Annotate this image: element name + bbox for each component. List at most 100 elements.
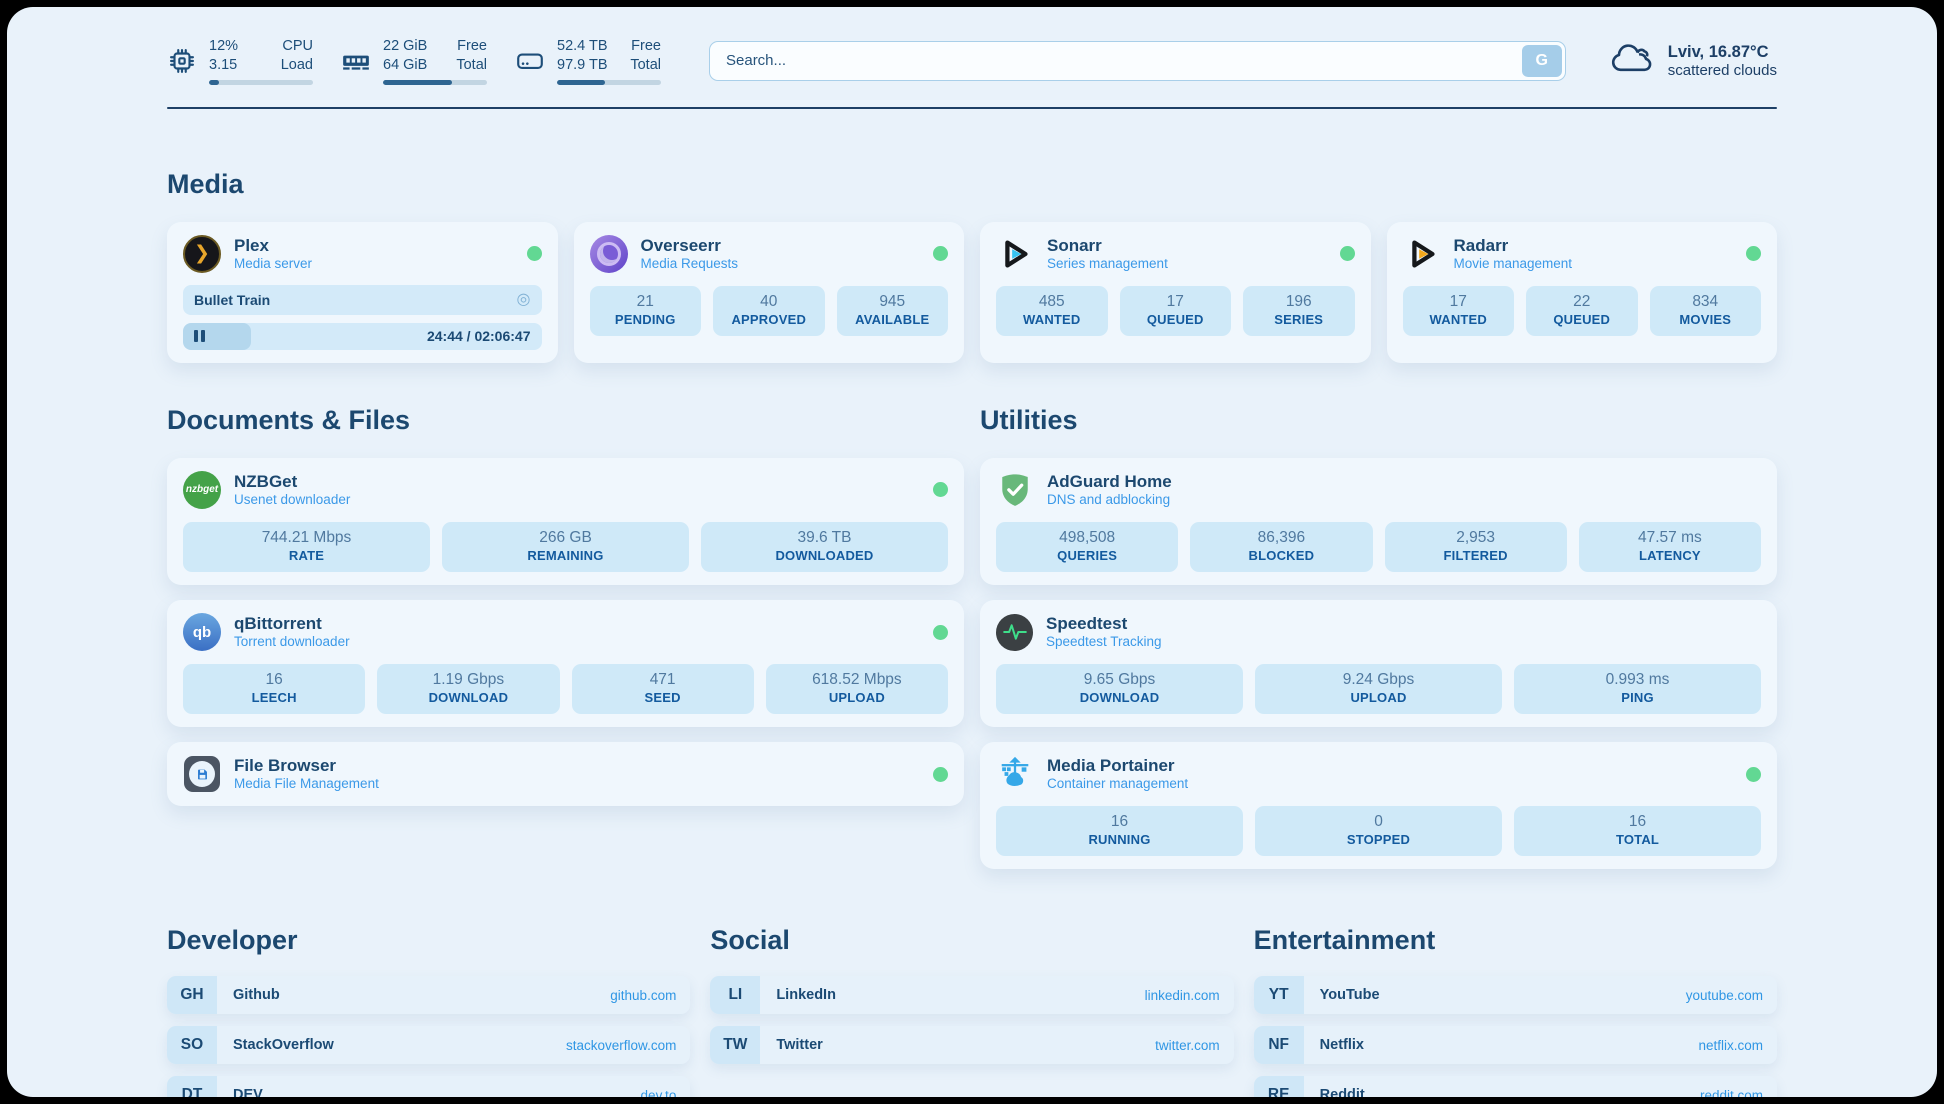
- load-label: Load: [280, 56, 313, 73]
- weather-widget[interactable]: Lviv, 16.87°C scattered clouds: [1608, 43, 1777, 79]
- memory-total-label: Total: [456, 56, 487, 73]
- nzbget-icon: nzbget: [183, 470, 221, 509]
- link-name: Twitter: [776, 1037, 823, 1054]
- app-subtitle: Media Requests: [640, 255, 739, 271]
- file-browser-icon: [183, 755, 221, 793]
- app-card-portainer[interactable]: Media Portainer Container management 16 R…: [980, 742, 1777, 870]
- app-card-qbittorrent[interactable]: qb qBittorrent Torrent downloader 16 LEEC…: [167, 599, 964, 728]
- app-title: Plex: [234, 235, 269, 255]
- qbittorrent-icon: qb: [183, 613, 221, 652]
- link-netflix[interactable]: NF Netflix netflix.com: [1253, 1026, 1777, 1065]
- link-name: YouTube: [1319, 987, 1380, 1004]
- stat-downloaded: 39.6 TB DOWNLOADED: [701, 521, 948, 572]
- app-title: Radarr: [1453, 235, 1509, 255]
- playback-progress-bar[interactable]: 24:44 / 02:06:47: [183, 322, 542, 350]
- section-entertainment: Entertainment YT YouTube youtube.com NF …: [1253, 925, 1777, 1097]
- social-section-title: Social: [710, 925, 790, 956]
- link-url: twitter.com: [1155, 1037, 1220, 1053]
- stat-download: 1.19 Gbps DOWNLOAD: [377, 664, 560, 715]
- pause-icon[interactable]: [194, 330, 205, 343]
- stat-queries: 498,508 QUERIES: [996, 521, 1179, 572]
- link-name: DEV: [233, 1087, 263, 1097]
- app-card-nzbget[interactable]: nzbget NZBGet Usenet downloader 744.21 M…: [167, 457, 964, 585]
- link-twitter[interactable]: TW Twitter twitter.com: [710, 1026, 1234, 1065]
- stat-remaining: 266 GB REMAINING: [442, 521, 689, 572]
- app-subtitle: Movie management: [1453, 255, 1573, 271]
- disk-total-label: Total: [630, 56, 661, 73]
- memory-icon: [343, 55, 369, 70]
- memory-total-value: 64 GiB: [383, 56, 428, 73]
- header-divider: [167, 106, 1777, 109]
- app-subtitle: Usenet downloader: [234, 492, 351, 508]
- memory-progress-fill: [383, 79, 452, 85]
- app-card-sonarr[interactable]: Sonarr Series management 485 WANTED 17 QUE…: [980, 221, 1371, 363]
- app-subtitle: Container management: [1047, 776, 1189, 792]
- link-stackoverflow[interactable]: SO StackOverflow stackoverflow.com: [167, 1026, 691, 1065]
- stat-queued: 17 QUEUED: [1119, 285, 1231, 336]
- section-utilities: Utilities AdGuard Home DNS and adblockin…: [980, 405, 1777, 870]
- link-url: linkedin.com: [1144, 987, 1220, 1003]
- link-url: netflix.com: [1698, 1037, 1763, 1053]
- stat-seed: 471 SEED: [571, 664, 754, 715]
- app-title: NZBGet: [234, 471, 298, 491]
- adguard-icon: [996, 471, 1034, 509]
- status-online-dot: [933, 624, 948, 640]
- link-youtube[interactable]: YT YouTube youtube.com: [1253, 976, 1777, 1015]
- app-subtitle: Media File Management: [234, 776, 379, 792]
- stat-running: 16 RUNNING: [996, 806, 1243, 857]
- stat-blocked: 86,396 BLOCKED: [1190, 521, 1373, 572]
- link-abbr-badge: SO: [167, 1026, 217, 1065]
- stat-ping: 0.993 ms PING: [1514, 664, 1761, 715]
- system-stats: 12% 3.15 CPU Load: [167, 37, 661, 85]
- weather-location-temp: Lviv, 16.87°C: [1667, 42, 1769, 61]
- memory-free-label: Free: [457, 38, 487, 54]
- search-engine-button[interactable]: G: [1521, 44, 1562, 77]
- search-input[interactable]: [709, 40, 1566, 81]
- entertainment-section-title: Entertainment: [1253, 925, 1436, 956]
- section-media: Media ❯ Plex Media server Bullet Train ◎: [167, 169, 1777, 363]
- stat-available: 945 AVAILABLE: [836, 285, 948, 336]
- memory-free-value: 22 GiB: [383, 38, 428, 54]
- section-documents: Documents & Files nzbget NZBGet Usenet d…: [167, 405, 964, 869]
- app-title: File Browser: [234, 756, 337, 776]
- link-name: Netflix: [1319, 1037, 1364, 1054]
- disk-free-label: Free: [631, 38, 661, 54]
- app-title: Sonarr: [1047, 235, 1102, 255]
- link-abbr-badge: GH: [167, 976, 217, 1015]
- memory-progress-track: [383, 79, 487, 85]
- stat-total: 16 TOTAL: [1514, 806, 1761, 857]
- link-reddit[interactable]: RE Reddit reddit.com: [1253, 1076, 1777, 1097]
- link-linkedin[interactable]: LI LinkedIn linkedin.com: [710, 976, 1234, 1015]
- link-dev-to[interactable]: DT DEV dev.to: [167, 1076, 691, 1097]
- stat-queued: 22 QUEUED: [1526, 285, 1638, 336]
- developer-section-title: Developer: [167, 925, 298, 956]
- link-name: Reddit: [1319, 1087, 1365, 1097]
- link-url: github.com: [610, 987, 677, 1003]
- app-card-overseerr[interactable]: Overseerr Media Requests 21 PENDING 40 APP…: [573, 221, 964, 363]
- cpu-label: CPU: [282, 38, 313, 54]
- app-card-plex[interactable]: ❯ Plex Media server Bullet Train ◎ 24:44…: [167, 221, 558, 363]
- link-abbr-badge: NF: [1253, 1026, 1304, 1065]
- app-card-adguard[interactable]: AdGuard Home DNS and adblocking 498,508 Q…: [980, 457, 1777, 585]
- app-subtitle: Media server: [234, 255, 313, 271]
- stat-filtered: 2,953 FILTERED: [1384, 521, 1567, 572]
- disk-stat: 52.4 TB 97.9 TB Free Total: [515, 37, 661, 85]
- app-card-radarr[interactable]: Radarr Movie management 17 WANTED 22 QUEUE…: [1386, 221, 1777, 363]
- status-online-dot: [933, 482, 948, 498]
- link-name: StackOverflow: [233, 1037, 334, 1054]
- stat-upload: 618.52 Mbps UPLOAD: [765, 664, 948, 715]
- portainer-icon: [996, 755, 1034, 793]
- status-online-dot: [933, 766, 948, 782]
- cpu-progress-track: [209, 79, 313, 85]
- app-title: qBittorrent: [234, 613, 322, 633]
- stat-stopped: 0 STOPPED: [1255, 806, 1502, 857]
- link-url: dev.to: [640, 1087, 677, 1097]
- stat-rate: 744.21 Mbps RATE: [183, 521, 430, 572]
- app-card-speedtest[interactable]: Speedtest Speedtest Tracking 9.65 Gbps DO…: [980, 599, 1777, 728]
- app-card-file-browser[interactable]: File Browser Media File Management: [167, 742, 964, 807]
- status-online-dot: [1746, 246, 1761, 262]
- section-developer: Developer GH Github github.com SO StackO…: [167, 925, 691, 1097]
- now-playing-view-icon[interactable]: ◎: [516, 290, 531, 308]
- now-playing-row: Bullet Train ◎: [183, 284, 542, 315]
- link-github[interactable]: GH Github github.com: [167, 976, 691, 1015]
